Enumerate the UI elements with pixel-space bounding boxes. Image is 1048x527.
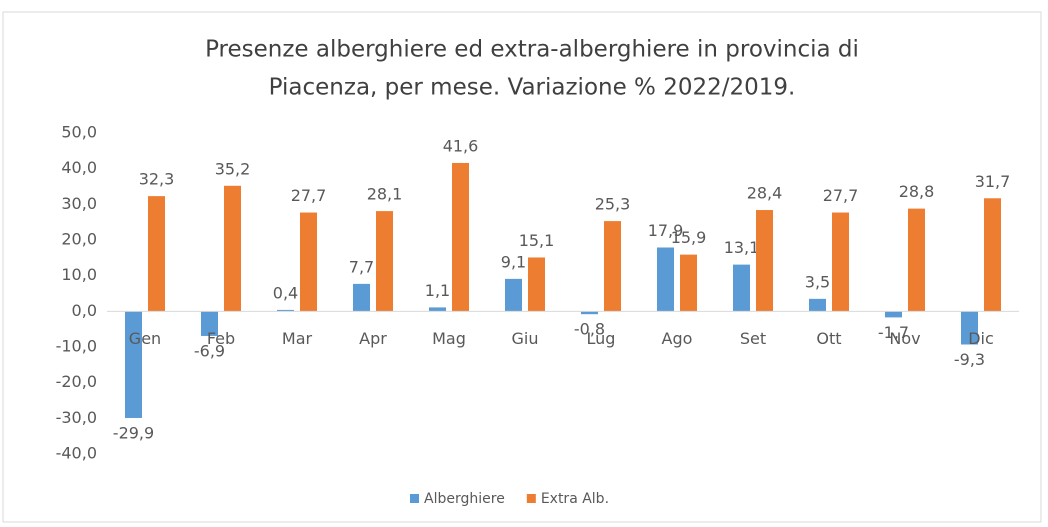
x-tick-label: Feb [207, 329, 235, 348]
bar [581, 311, 598, 315]
y-tick-label: -30,0 [56, 408, 97, 427]
bar [908, 208, 925, 312]
y-tick-label: -40,0 [56, 444, 97, 463]
data-label: 28,1 [367, 185, 403, 204]
x-tick-label: Nov [889, 329, 920, 348]
data-label: 35,2 [215, 159, 251, 178]
chart-border [2, 11, 1042, 523]
bar [277, 309, 294, 312]
bar [353, 283, 370, 312]
y-tick-label: 20,0 [61, 230, 97, 249]
data-label: 17,9 [648, 221, 684, 240]
bar [885, 311, 902, 318]
data-label: 0,4 [273, 283, 298, 302]
bar [984, 198, 1001, 312]
bar [680, 254, 697, 312]
data-label: 41,6 [443, 136, 479, 155]
bar [604, 221, 621, 312]
data-label: 7,7 [349, 257, 374, 276]
x-tick-label: Lug [587, 329, 616, 348]
chart-title: Piacenza, per mese. Variazione % 2022/20… [269, 75, 796, 101]
bar [300, 212, 317, 312]
chart-title: Presenze alberghiere ed extra-alberghier… [205, 37, 859, 63]
bar [224, 185, 241, 312]
x-tick-label: Gen [129, 329, 161, 348]
bar [429, 307, 446, 312]
y-tick-label: -20,0 [56, 372, 97, 391]
bar [125, 311, 142, 418]
data-label: 31,7 [975, 172, 1011, 191]
data-label: 3,5 [805, 272, 830, 291]
bar [832, 212, 849, 312]
bar [376, 211, 393, 312]
x-tick-label: Giu [512, 329, 539, 348]
data-label: 15,1 [519, 231, 555, 250]
data-label: -0,8 [574, 320, 605, 339]
bar [756, 210, 773, 312]
x-tick-label: Ago [662, 329, 693, 348]
x-tick-label: Set [740, 329, 766, 348]
legend-swatch [410, 494, 419, 503]
data-label: 9,1 [501, 252, 526, 271]
data-label: 15,9 [671, 228, 707, 247]
bar [657, 247, 674, 312]
data-label: -1,7 [878, 323, 909, 342]
x-tick-label: Mag [432, 329, 466, 348]
data-label: 27,7 [291, 186, 327, 205]
data-label: 28,8 [899, 182, 935, 201]
data-label: 1,1 [425, 281, 450, 300]
x-tick-label: Ott [816, 329, 841, 348]
data-label: 27,7 [823, 186, 859, 205]
data-label: 25,3 [595, 195, 631, 214]
data-label: -6,9 [194, 341, 225, 360]
bar [201, 311, 218, 336]
bar [452, 162, 469, 312]
data-label: 32,3 [139, 170, 175, 189]
y-tick-label: 40,0 [61, 158, 97, 177]
data-label: -9,3 [954, 350, 985, 369]
bar [809, 298, 826, 312]
y-tick-label: 30,0 [61, 194, 97, 213]
legend-label: Extra Alb. [541, 491, 609, 507]
bar [148, 196, 165, 312]
x-tick-label: Apr [359, 329, 387, 348]
x-tick-label: Mar [282, 329, 313, 348]
bar [528, 257, 545, 312]
bar [733, 264, 750, 312]
legend-swatch [526, 494, 536, 503]
y-tick-label: 10,0 [61, 265, 97, 284]
bar [961, 311, 978, 345]
legend-label: Alberghiere [424, 491, 505, 507]
x-tick-label: Dic [968, 329, 994, 348]
data-label: -29,9 [113, 423, 154, 442]
bar [505, 278, 522, 312]
y-tick-label: 50,0 [61, 123, 97, 142]
data-label: 28,4 [747, 184, 783, 203]
y-tick-label: 0,0 [72, 301, 97, 320]
y-tick-label: -10,0 [56, 337, 97, 356]
data-label: 13,1 [724, 238, 760, 257]
